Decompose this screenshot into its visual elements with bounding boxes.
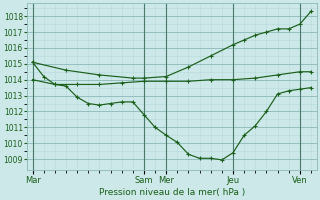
X-axis label: Pression niveau de la mer( hPa ): Pression niveau de la mer( hPa ) (99, 188, 245, 197)
